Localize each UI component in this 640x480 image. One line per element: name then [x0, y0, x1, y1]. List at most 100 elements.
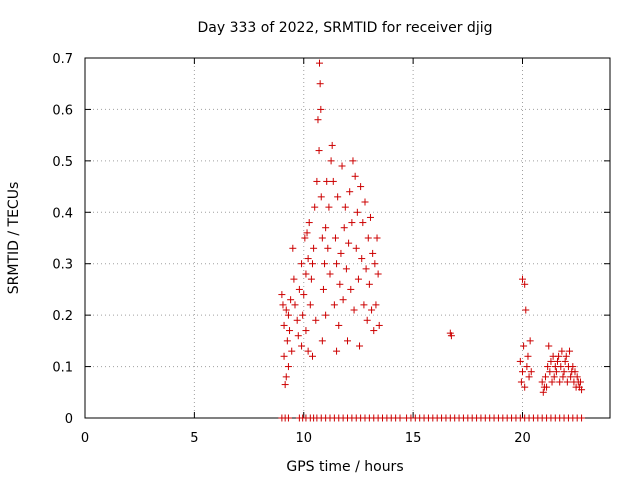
data-point	[573, 373, 581, 381]
data-point	[291, 301, 299, 309]
data-point	[368, 306, 376, 314]
data-point	[312, 316, 320, 324]
data-point	[571, 368, 579, 376]
data-point	[307, 275, 315, 283]
data-point	[309, 260, 316, 268]
y-tick-label: 0	[65, 412, 73, 427]
data-point	[567, 373, 575, 381]
data-point	[366, 213, 374, 221]
data-point	[547, 357, 555, 365]
data-point	[521, 383, 529, 391]
data-point	[282, 373, 290, 381]
data-point	[519, 368, 526, 376]
data-point	[317, 105, 325, 113]
data-point	[522, 306, 530, 314]
data-point	[290, 275, 298, 283]
data-point	[519, 275, 526, 283]
data-point	[331, 234, 339, 242]
data-point	[337, 249, 345, 257]
data-point	[350, 306, 358, 314]
data-point	[526, 337, 534, 345]
data-point	[280, 321, 288, 329]
data-point	[316, 59, 323, 67]
axis-ticks: 0 5 10 15 20 0 0.1 0.2 0.3 0.4 0.5 0.6 0.7	[52, 52, 610, 446]
data-point	[543, 383, 551, 391]
data-point	[360, 301, 368, 309]
data-point	[341, 203, 349, 211]
data-point	[346, 188, 354, 196]
data-point	[344, 337, 351, 345]
data-point	[557, 363, 565, 371]
data-point	[300, 291, 308, 299]
y-tick-label: 0.5	[52, 155, 73, 170]
x-tick-label: 10	[295, 431, 312, 446]
data-point	[318, 234, 326, 242]
data-point	[328, 141, 336, 149]
data-point	[363, 316, 371, 324]
grid-lines	[85, 58, 610, 418]
data-point	[322, 311, 330, 319]
data-point	[544, 363, 552, 371]
data-point	[294, 332, 302, 340]
data-point	[351, 172, 359, 180]
data-point	[304, 255, 312, 263]
data-point	[550, 373, 558, 381]
y-tick-label: 0.4	[52, 206, 73, 221]
data-point	[278, 291, 286, 299]
data-point	[524, 352, 532, 360]
y-tick-label: 0.2	[52, 309, 73, 324]
data-point	[322, 224, 330, 232]
data-point	[336, 280, 344, 288]
data-point	[310, 244, 318, 252]
data-point	[539, 388, 547, 396]
data-point	[554, 357, 561, 365]
y-tick-label: 0.6	[52, 103, 73, 118]
data-point	[281, 381, 289, 389]
data-point	[333, 260, 341, 268]
data-point	[304, 347, 312, 355]
y-axis-label: SRMTID / TECUs	[6, 182, 22, 295]
data-point	[319, 285, 327, 293]
data-point	[333, 347, 341, 355]
data-point	[317, 193, 325, 201]
data-point	[349, 157, 357, 165]
data-point	[313, 177, 321, 185]
data-point	[361, 198, 369, 206]
data-point	[527, 368, 535, 376]
data-point	[302, 327, 310, 335]
data-point	[555, 352, 563, 360]
data-point	[298, 342, 306, 350]
x-tick-label: 20	[514, 431, 531, 446]
data-point	[286, 327, 294, 335]
data-point	[323, 177, 331, 185]
data-point	[353, 208, 361, 216]
data-point	[552, 368, 560, 376]
data-point	[326, 270, 334, 278]
data-point	[541, 373, 549, 381]
data-point	[279, 301, 287, 309]
data-point	[538, 378, 546, 386]
data-point	[561, 357, 569, 365]
x-tick-label: 0	[81, 431, 89, 446]
data-point	[562, 352, 570, 360]
data-point	[546, 368, 554, 376]
data-point	[396, 414, 404, 422]
data-point	[372, 301, 380, 309]
data-point	[357, 183, 365, 191]
data-point	[521, 280, 529, 288]
data-point	[295, 285, 303, 293]
data-point	[315, 147, 323, 155]
data-point	[358, 255, 366, 263]
y-tick-label: 0.7	[52, 52, 73, 67]
data-point	[545, 342, 553, 350]
data-point	[339, 296, 347, 304]
data-point	[325, 203, 333, 211]
data-point	[338, 162, 346, 170]
data-point	[299, 311, 307, 319]
data-point	[347, 285, 355, 293]
data-point	[282, 306, 290, 314]
data-point	[287, 296, 295, 304]
data-point	[566, 347, 574, 355]
data-point	[314, 116, 322, 124]
plot-frame	[84, 57, 611, 419]
